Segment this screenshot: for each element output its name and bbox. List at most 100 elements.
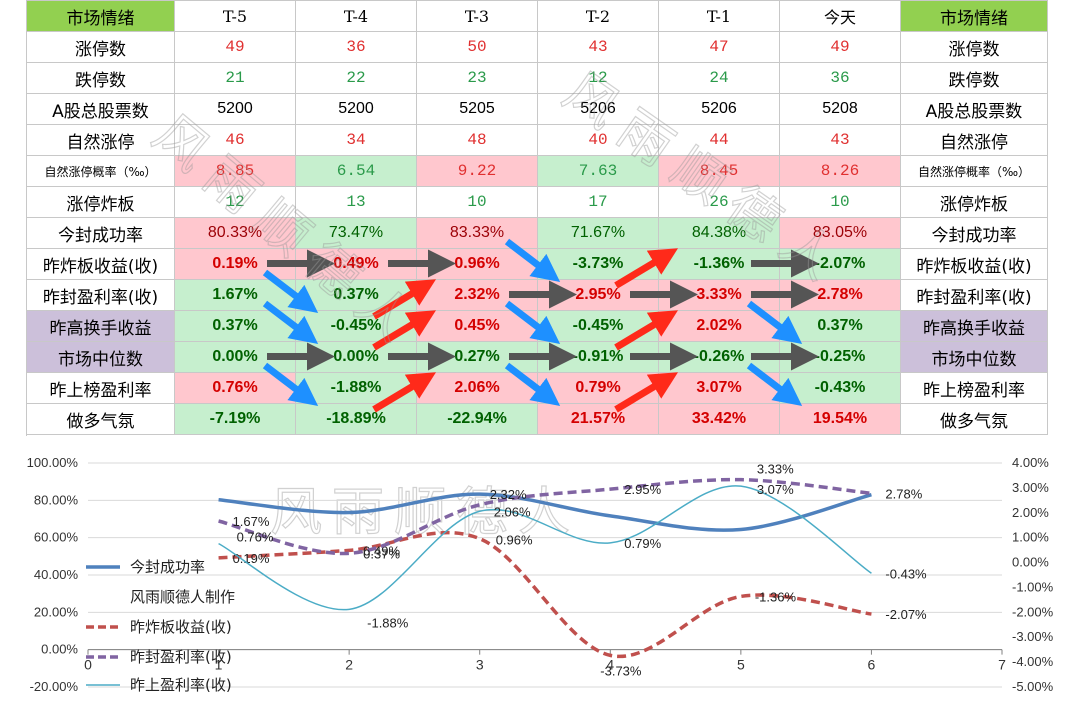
row-label-right: 昨炸板收益(收) <box>900 248 1048 280</box>
value-cell: -1.36% <box>658 248 780 280</box>
header-day-cell: T-4 <box>295 0 417 32</box>
value-cell: -3.73% <box>537 248 659 280</box>
value-cell: 2.06% <box>416 372 538 404</box>
data-label: 3.33% <box>757 462 794 477</box>
value-cell: -0.26% <box>658 341 780 373</box>
value-cell: 21 <box>174 62 296 94</box>
value-cell: 50 <box>416 31 538 63</box>
value-cell: 2.78% <box>779 279 901 311</box>
row-label-right: 自然涨停概率（‰） <box>900 155 1048 187</box>
value-cell: 40 <box>537 124 659 156</box>
value-cell: -2.07% <box>779 248 901 280</box>
row-label-left: A股总股票数 <box>26 93 175 125</box>
x-axis-tick-label: 3 <box>476 657 484 673</box>
value-cell: 10 <box>416 186 538 218</box>
row-label-right: 涨停数 <box>900 31 1048 63</box>
data-label: 3.07% <box>757 482 794 497</box>
value-cell: 7.63 <box>537 155 659 187</box>
data-label: -1.88% <box>367 615 409 630</box>
value-cell: 83.33% <box>416 217 538 249</box>
value-cell: 5208 <box>779 93 901 125</box>
data-label: 2.06% <box>494 504 531 519</box>
value-cell: 5205 <box>416 93 538 125</box>
value-cell: 2.32% <box>416 279 538 311</box>
x-axis-tick-label: 2 <box>345 657 353 673</box>
value-cell: 1.67% <box>174 279 296 311</box>
data-label: 0.96% <box>496 533 533 548</box>
right-axis-tick-label: -3.00% <box>1012 629 1054 644</box>
data-label: 0.49% <box>363 543 400 558</box>
header-day-cell: T-5 <box>174 0 296 32</box>
value-cell: 33.42% <box>658 403 780 435</box>
value-cell: 8.85 <box>174 155 296 187</box>
row-label-right: A股总股票数 <box>900 93 1048 125</box>
value-cell: -0.45% <box>295 310 417 342</box>
row-label-right: 昨封盈利率(收) <box>900 279 1048 311</box>
row-label-right: 市场中位数 <box>900 341 1048 373</box>
row-label-left: 做多气氛 <box>26 403 175 435</box>
x-axis-tick-label: 1 <box>215 657 223 673</box>
data-label: -0.43% <box>885 566 927 581</box>
data-label: 0.37% <box>363 546 400 561</box>
right-axis-tick-label: -2.00% <box>1012 604 1054 619</box>
row-label-left: 昨炸板收益(收) <box>26 248 175 280</box>
right-axis-tick-label: -4.00% <box>1012 654 1054 669</box>
value-cell: 43 <box>779 124 901 156</box>
left-axis-tick-label: -20.00% <box>30 679 79 694</box>
value-cell: 46 <box>174 124 296 156</box>
value-cell: 0.37% <box>295 279 417 311</box>
row-label-right: 自然涨停 <box>900 124 1048 156</box>
value-cell: 5206 <box>658 93 780 125</box>
value-cell: 34 <box>295 124 417 156</box>
value-cell: 0.00% <box>174 341 296 373</box>
value-cell: -0.45% <box>537 310 659 342</box>
value-cell: 3.33% <box>658 279 780 311</box>
left-axis-tick-label: 80.00% <box>34 492 79 507</box>
row-label-left: 涨停炸板 <box>26 186 175 218</box>
left-axis-tick-label: 20.00% <box>34 604 79 619</box>
value-cell: 23 <box>416 62 538 94</box>
row-label-left: 昨上榜盈利率 <box>26 372 175 404</box>
right-axis-tick-label: -1.00% <box>1012 579 1054 594</box>
header-day-cell: T-2 <box>537 0 659 32</box>
value-cell: 0.45% <box>416 310 538 342</box>
value-cell: 5206 <box>537 93 659 125</box>
left-axis-tick-label: 0.00% <box>41 642 78 657</box>
header-label-cell: 市场情绪 <box>900 0 1048 32</box>
value-cell: 13 <box>295 186 417 218</box>
value-cell: 12 <box>537 62 659 94</box>
table-row: 昨封盈利率(收) 1.67% 0.37% 2.32% 2.95% 3.33% 2.78% 昨封… <box>26 279 1048 311</box>
series-line-2 <box>218 477 872 556</box>
value-cell: 36 <box>779 62 901 94</box>
value-cell: 8.26 <box>779 155 901 187</box>
row-label-left: 今封成功率 <box>26 217 175 249</box>
row-label-left: 自然涨停 <box>26 124 175 156</box>
data-label: -1.36% <box>755 589 797 604</box>
right-axis-tick-label: 1.00% <box>1012 530 1049 545</box>
right-axis-tick-label: 2.00% <box>1012 505 1049 520</box>
value-cell: 9.22 <box>416 155 538 187</box>
table-row: 做多气氛 -7.19% -18.89% -22.94% 21.57% 33.42% 19.5… <box>26 403 1048 435</box>
data-label: 1.67% <box>233 514 270 529</box>
value-cell: -1.88% <box>295 372 417 404</box>
market-sentiment-table-area: 市场情绪 T-5 T-4 T-3 T-2 T-1 今天 市场情绪 涨停数 49 36 50 43 47 49… <box>26 0 1048 544</box>
value-cell: 8.45 <box>658 155 780 187</box>
right-axis-tick-label: 0.00% <box>1012 555 1049 570</box>
x-axis-tick-label: 0 <box>84 657 92 673</box>
value-cell: -22.94% <box>416 403 538 435</box>
header-day-cell: 今天 <box>779 0 901 32</box>
market-sentiment-table: 市场情绪 T-5 T-4 T-3 T-2 T-1 今天 市场情绪 涨停数 49 36 50 43 47 49… <box>26 0 1048 435</box>
table-row: 涨停数 49 36 50 43 47 49 涨停数 <box>26 31 1048 63</box>
data-label: 2.32% <box>490 487 527 502</box>
value-cell: 3.07% <box>658 372 780 404</box>
table-row: 自然涨停概率（‰） 8.85 6.54 9.22 7.63 8.45 8.26 自然涨停概率（… <box>26 155 1048 187</box>
series-line-3 <box>218 485 872 611</box>
row-label-right: 昨高换手收益 <box>900 310 1048 342</box>
value-cell: -0.25% <box>779 341 901 373</box>
value-cell: 0.79% <box>537 372 659 404</box>
value-cell: 83.05% <box>779 217 901 249</box>
value-cell: 47 <box>658 31 780 63</box>
value-cell: 0.19% <box>174 248 296 280</box>
series-line-0 <box>218 492 872 532</box>
legend-label: 昨封盈利率(收) <box>130 648 232 666</box>
